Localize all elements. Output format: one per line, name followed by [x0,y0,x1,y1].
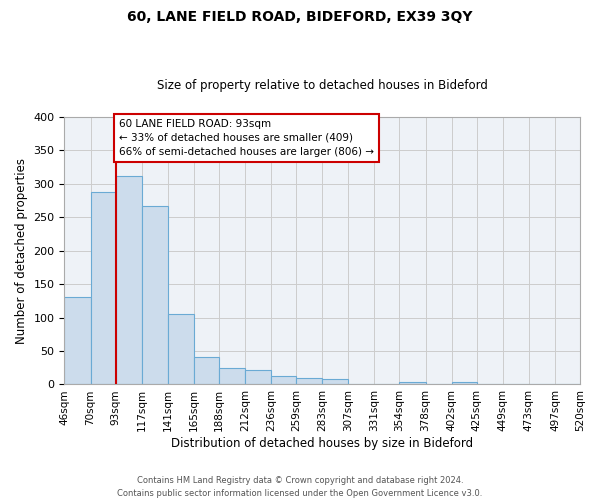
Title: Size of property relative to detached houses in Bideford: Size of property relative to detached ho… [157,79,488,92]
Text: 60, LANE FIELD ROAD, BIDEFORD, EX39 3QY: 60, LANE FIELD ROAD, BIDEFORD, EX39 3QY [127,10,473,24]
Bar [116,176,142,384]
Bar [91,192,116,384]
Bar [142,206,168,384]
Bar [245,370,271,384]
Bar [400,382,425,384]
Y-axis label: Number of detached properties: Number of detached properties [15,158,28,344]
Bar [168,314,194,384]
Bar [322,379,349,384]
Bar [64,298,91,384]
Text: Contains HM Land Registry data © Crown copyright and database right 2024.
Contai: Contains HM Land Registry data © Crown c… [118,476,482,498]
Bar [452,382,476,384]
Bar [296,378,322,384]
Bar [271,376,296,384]
Bar [194,357,219,384]
X-axis label: Distribution of detached houses by size in Bideford: Distribution of detached houses by size … [171,437,473,450]
Text: 60 LANE FIELD ROAD: 93sqm
← 33% of detached houses are smaller (409)
66% of semi: 60 LANE FIELD ROAD: 93sqm ← 33% of detac… [119,119,374,157]
Bar [219,368,245,384]
